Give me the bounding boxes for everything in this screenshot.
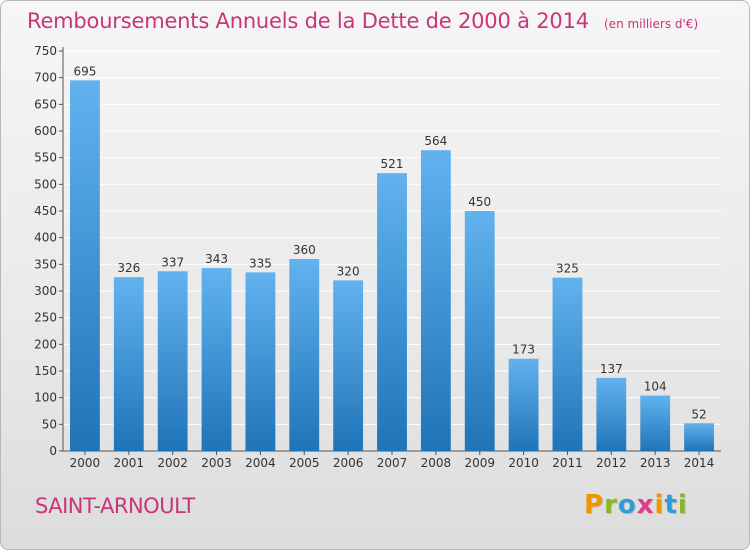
chart-title: Remboursements Annuels de la Dette de 20… — [27, 9, 589, 33]
bar-2005 — [289, 259, 320, 451]
value-label: 104 — [644, 380, 667, 394]
value-label: 695 — [73, 64, 96, 78]
y-tick-label: 200 — [34, 337, 57, 351]
x-tick-label: 2014 — [684, 456, 715, 470]
logo-letter: t — [664, 490, 678, 520]
value-label: 52 — [691, 407, 706, 421]
value-label: 173 — [512, 343, 535, 357]
y-tick-label: 150 — [34, 364, 57, 378]
proxiti-logo: Proxiti — [584, 490, 688, 520]
y-tick-label: 600 — [34, 124, 57, 138]
x-tick-label: 2002 — [157, 456, 188, 470]
bar-2008 — [420, 150, 451, 451]
y-tick-label: 400 — [34, 231, 57, 245]
value-label: 450 — [468, 195, 491, 209]
value-label: 564 — [424, 134, 447, 148]
value-label: 343 — [205, 252, 228, 266]
city-name: SAINT-ARNOULT — [35, 494, 195, 518]
value-label: 326 — [117, 261, 140, 275]
x-tick-label: 2009 — [464, 456, 495, 470]
unit-note: (en milliers d'€) — [604, 17, 699, 31]
y-tick-label: 250 — [34, 311, 57, 325]
y-tick-label: 500 — [34, 177, 57, 191]
bar-2006 — [333, 280, 364, 451]
bar-2007 — [377, 173, 407, 451]
x-tick-label: 2011 — [552, 456, 583, 470]
bar-2014 — [684, 423, 714, 451]
y-tick-label: 100 — [34, 391, 57, 405]
bar-2004 — [245, 272, 276, 451]
value-label: 320 — [337, 264, 360, 278]
x-tick-label: 2003 — [201, 456, 232, 470]
logo-letter: i — [677, 490, 688, 520]
y-tick-label: 750 — [34, 44, 57, 58]
logo-letter: x — [636, 490, 655, 520]
axis-layer: 0 50 100 150 200 250 300 350 400 450 500 550 600 650 7… — [34, 44, 721, 470]
y-tick-label: 550 — [34, 151, 57, 165]
logo-letter: r — [604, 490, 618, 520]
value-label: 521 — [381, 157, 404, 171]
x-tick-label: 2013 — [640, 456, 671, 470]
bar-2002 — [157, 271, 188, 451]
x-tick-label: 2005 — [289, 456, 320, 470]
bar-2000 — [70, 80, 100, 451]
label-layer: 695 326 337 343 335 360 320 521 564 450 173 325 137 1… — [73, 64, 706, 421]
value-label: 137 — [600, 362, 623, 376]
x-tick-label: 2006 — [333, 456, 364, 470]
bar-2003 — [201, 268, 232, 451]
value-label: 335 — [249, 256, 272, 270]
bar-layer — [70, 80, 714, 451]
x-tick-label: 2007 — [377, 456, 408, 470]
bar-2009 — [464, 211, 495, 451]
x-tick-label: 2001 — [114, 456, 145, 470]
bar-2011 — [552, 277, 583, 451]
y-tick-label: 50 — [42, 417, 57, 431]
y-tick-label: 700 — [34, 71, 57, 85]
y-tick-label: 0 — [49, 444, 57, 458]
x-tick-label: 2008 — [421, 456, 452, 470]
value-label: 360 — [293, 243, 316, 257]
logo-letter: o — [617, 490, 637, 520]
title-row: Remboursements Annuels de la Dette de 20… — [27, 9, 698, 33]
x-tick-label: 2010 — [508, 456, 539, 470]
x-tick-label: 2004 — [245, 456, 276, 470]
x-tick-label: 2012 — [596, 456, 627, 470]
bar-2010 — [508, 358, 539, 451]
value-label: 337 — [161, 255, 184, 269]
logo-letter: i — [654, 490, 665, 520]
bar-2012 — [596, 377, 627, 451]
value-label: 325 — [556, 262, 579, 276]
logo-letter: P — [584, 490, 605, 520]
bar-2001 — [113, 277, 144, 451]
y-tick-label: 350 — [34, 257, 57, 271]
bar-2013 — [640, 395, 671, 451]
y-tick-label: 450 — [34, 204, 57, 218]
y-tick-label: 650 — [34, 97, 57, 111]
y-tick-label: 300 — [34, 284, 57, 298]
x-tick-label: 2000 — [70, 456, 101, 470]
